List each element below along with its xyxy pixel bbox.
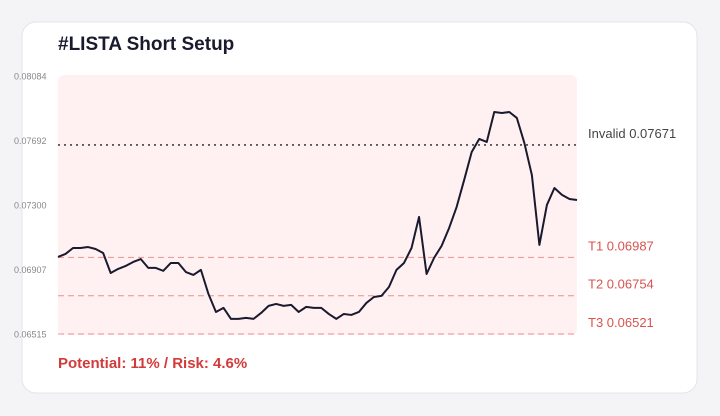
y-tick-label: 0.06515 — [14, 329, 47, 339]
y-tick-label: 0.07300 — [14, 200, 47, 210]
level-value: 0.06754 — [607, 277, 654, 292]
price-line — [57, 111, 578, 320]
y-tick-label: 0.07692 — [14, 136, 47, 146]
y-tick-label: 0.06907 — [14, 265, 47, 275]
level-label: T1 0.06987 — [588, 239, 654, 254]
level-label: T3 0.06521 — [588, 315, 654, 330]
level-name: T3 — [588, 315, 603, 330]
y-tick-label: 0.08084 — [14, 71, 47, 81]
annotation: Potential: 11% / Risk: 4.6% — [58, 355, 247, 372]
level-value: 0.07671 — [629, 126, 676, 141]
chart-title: #LISTA Short Setup — [58, 34, 234, 55]
level-value: 0.06521 — [607, 315, 654, 330]
level-name: T2 — [588, 277, 603, 292]
level-name: Invalid — [588, 126, 626, 141]
level-name: T1 — [588, 239, 603, 254]
level-label: Invalid 0.07671 — [588, 126, 676, 141]
level-label: T2 0.06754 — [588, 277, 654, 292]
level-value: 0.06987 — [607, 239, 654, 254]
plot-area — [58, 75, 577, 335]
